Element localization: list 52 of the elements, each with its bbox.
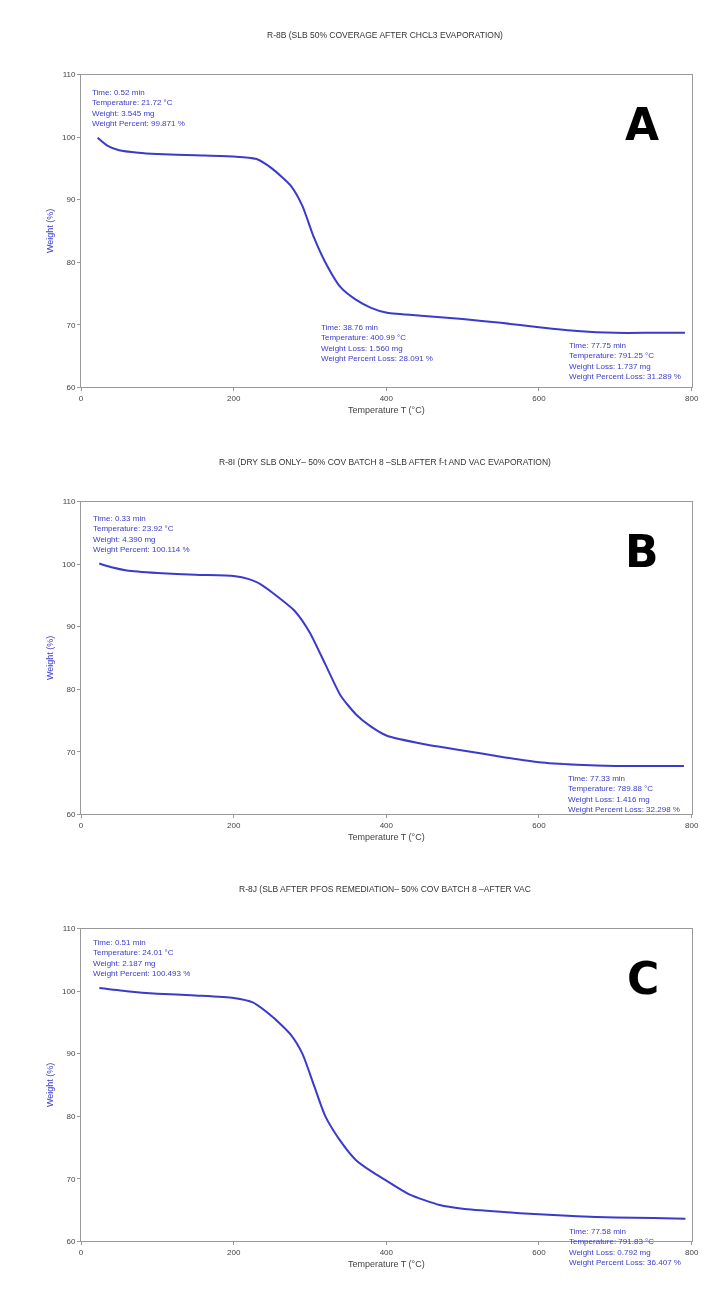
y-axis-title: Weight (%)	[45, 1062, 56, 1108]
x-tick-label: 200	[226, 1247, 241, 1257]
y-tick-label: 70	[66, 747, 76, 757]
chart-title: R-8I (DRY SLB ONLY– 50% COV BATCH 8 –SLB AFTER f-t AND VAC EVAPORATION)	[219, 457, 552, 467]
annotation: Time: 0.51 min Temperature: 24.01 °C Weight: 2.187 mg Weight Percent: 100.493 %	[93, 938, 191, 979]
annotation: Time: 38.76 min Temperature: 400.99 °C Weight Loss: 1.560 mg Weight Percent Loss: 28.091 %	[321, 323, 433, 364]
x-axis-title: Temperature T (°C)	[347, 831, 425, 842]
y-tick-label: 90	[66, 622, 76, 632]
x-tick-label: 800	[684, 393, 699, 403]
y-axis-title: Weight (%)	[45, 208, 56, 254]
y-tick-label: 70	[66, 320, 76, 330]
x-tick-label: 0	[78, 393, 84, 403]
annotation: A	[625, 99, 660, 150]
x-tick-label: 600	[532, 393, 547, 403]
x-tick-label: 0	[78, 820, 84, 830]
annotation: Time: 0.52 min Temperature: 21.72 °C Weight: 3.545 mg Weight Percent: 99.871 %	[92, 88, 185, 129]
y-tick-label: 100	[62, 986, 76, 996]
annotation: Time: 77.33 min Temperature: 789.88 °C Weight Loss: 1.416 mg Weight Percent Loss: 32.298 %	[568, 774, 680, 815]
x-tick-label: 0	[78, 1247, 84, 1257]
annotation: Time: 0.33 min Temperature: 23.92 °C Weight: 4.390 mg Weight Percent: 100.114 %	[93, 514, 190, 555]
x-tick-label: 600	[532, 820, 547, 830]
x-tick-label: 400	[379, 1247, 394, 1257]
y-tick-label: 100	[62, 132, 76, 142]
chart-title: R-8B (SLB 50% COVERAGE AFTER CHCL3 EVAPORATION)	[267, 30, 504, 40]
x-tick-label: 600	[532, 1247, 547, 1257]
chart-title: R-8J (SLB AFTER PFOS REMEDIATION– 50% COV BATCH 8 –AFTER VAC	[239, 884, 531, 894]
annotation: Time: 77.75 min Temperature: 791.25 °C Weight Loss: 1.737 mg Weight Percent Loss: 31.289 %	[569, 341, 681, 382]
x-tick-label: 200	[226, 393, 241, 403]
y-tick-label: 80	[66, 257, 76, 267]
y-tick-label: 60	[66, 1237, 76, 1247]
y-tick-label: 100	[62, 559, 76, 569]
y-tick-label: 110	[62, 70, 76, 80]
x-tick-label: 200	[226, 820, 241, 830]
y-tick-label: 60	[66, 810, 76, 820]
x-tick-label: 400	[379, 820, 394, 830]
annotation: Time: 77.58 min Temperature: 791.83 °C Weight Loss: 0.792 mg Weight Percent Loss: 36.407 %	[569, 1227, 681, 1268]
x-axis-title: Temperature T (°C)	[347, 404, 425, 415]
y-tick-label: 80	[66, 1111, 76, 1121]
y-tick-label: 90	[66, 195, 76, 205]
y-tick-label: 90	[66, 1049, 76, 1059]
x-tick-label: 800	[684, 1247, 699, 1257]
y-tick-label: 110	[62, 924, 76, 934]
y-tick-label: 70	[66, 1174, 76, 1184]
x-tick-label: 800	[684, 820, 699, 830]
y-tick-label: 60	[66, 383, 76, 393]
x-axis-title: Temperature T (°C)	[347, 1258, 425, 1269]
y-tick-label: 110	[62, 497, 76, 507]
annotation: C	[627, 953, 660, 1004]
y-tick-label: 80	[66, 684, 76, 694]
y-axis-title: Weight (%)	[45, 635, 56, 681]
annotation: B	[625, 526, 659, 577]
x-tick-label: 400	[379, 393, 394, 403]
